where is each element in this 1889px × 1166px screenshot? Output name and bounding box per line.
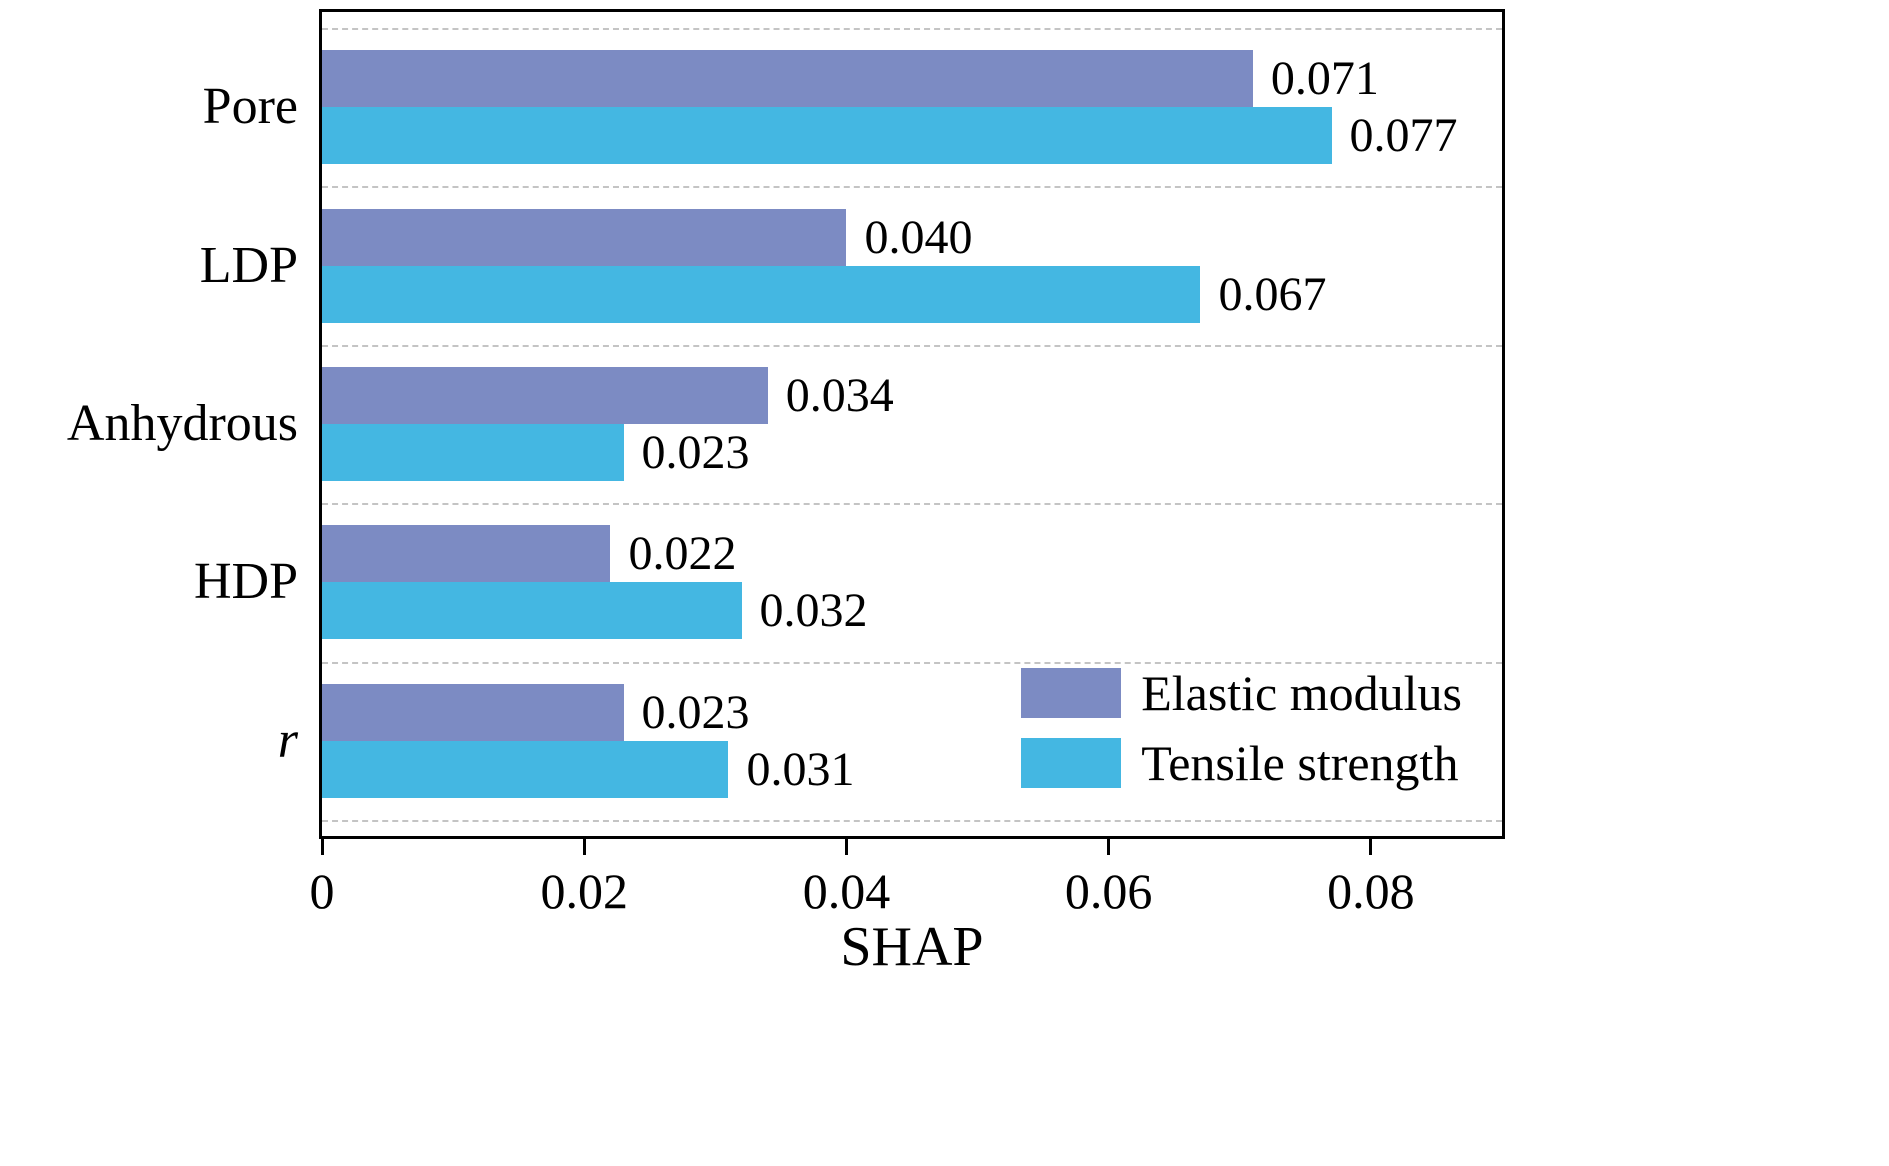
legend-label-elastic-modulus: Elastic modulus	[1141, 665, 1462, 721]
bar-anhydrous-tensile-strength	[322, 424, 624, 481]
legend-label-tensile-strength: Tensile strength	[1141, 735, 1459, 791]
plot-area: 0.071 0.077 0.040 0.067 0.034 0.023 0.022 0.032…	[322, 12, 1502, 836]
bar-anhydrous-elastic-modulus	[322, 367, 768, 424]
x-tick-mark	[1369, 839, 1373, 855]
value-label-r-tensile-strength: 0.031	[746, 742, 855, 796]
y-tick-label-anhydrous: Anhydrous	[66, 395, 298, 452]
x-tick-label-0-02: 0.02	[540, 863, 628, 919]
bar-hdp-tensile-strength	[322, 582, 742, 640]
value-label-r-elastic-modulus: 0.023	[641, 685, 750, 739]
x-tick-mark	[1107, 839, 1111, 855]
y-tick-label-ldp: LDP	[199, 236, 298, 294]
x-tick-label-0-04: 0.04	[802, 863, 891, 919]
bar-ldp-elastic-modulus	[322, 208, 847, 266]
gridline	[322, 186, 1502, 189]
legend-swatch-elastic-modulus	[1021, 668, 1122, 718]
value-label-pore-elastic-modulus: 0.071	[1270, 52, 1379, 106]
gridline	[322, 820, 1502, 822]
y-tick-label-hdp: HDP	[193, 553, 298, 611]
x-tick-mark	[844, 839, 848, 855]
x-tick-mark	[320, 839, 324, 855]
legend-swatch-tensile-strength	[1021, 738, 1122, 788]
legend: Elastic modulus Tensile strength	[1021, 665, 1462, 791]
bar-pore-elastic-modulus	[322, 50, 1253, 108]
gridline	[322, 503, 1502, 506]
value-label-hdp-tensile-strength: 0.032	[759, 584, 868, 638]
value-label-hdp-elastic-modulus: 0.022	[628, 527, 737, 581]
x-tick-mark	[582, 839, 586, 855]
x-tick-label-0: 0	[309, 863, 335, 919]
legend-entry-tensile-strength: Tensile strength	[1021, 735, 1462, 791]
gridline	[322, 661, 1502, 664]
value-label-anhydrous-tensile-strength: 0.023	[641, 426, 750, 479]
x-tick-label-0-08: 0.08	[1327, 863, 1415, 919]
gridline	[322, 344, 1502, 347]
bar-pore-tensile-strength	[322, 107, 1332, 165]
value-label-ldp-elastic-modulus: 0.040	[864, 210, 973, 264]
x-axis-title: SHAP	[840, 916, 984, 978]
bar-ldp-tensile-strength	[322, 265, 1201, 323]
value-label-anhydrous-elastic-modulus: 0.034	[785, 369, 894, 422]
bar-r-tensile-strength	[322, 740, 729, 798]
value-label-pore-tensile-strength: 0.077	[1349, 109, 1458, 163]
bar-hdp-elastic-modulus	[322, 525, 611, 583]
gridline	[322, 28, 1502, 30]
value-label-ldp-tensile-strength: 0.067	[1218, 267, 1327, 321]
y-tick-label-r: r	[277, 711, 298, 769]
bar-r-elastic-modulus	[322, 683, 624, 741]
y-tick-label-pore: Pore	[202, 78, 298, 136]
x-tick-label-0-06: 0.06	[1064, 863, 1153, 919]
legend-entry-elastic-modulus: Elastic modulus	[1021, 665, 1462, 721]
